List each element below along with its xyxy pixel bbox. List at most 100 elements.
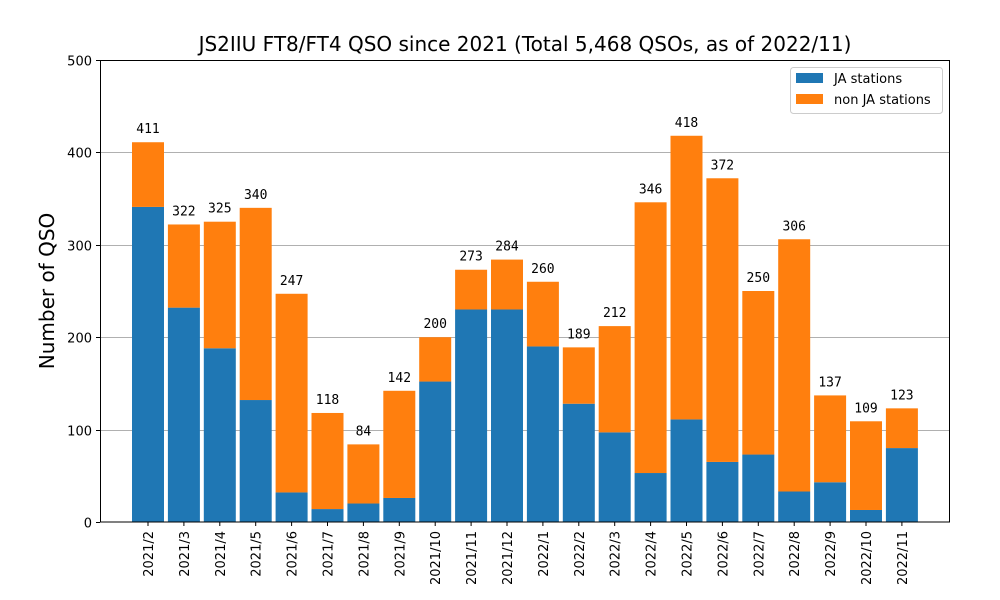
bar-total-label: 418	[675, 116, 698, 131]
legend-swatch-ja	[796, 73, 823, 83]
bar-non-ja	[634, 202, 667, 474]
legend: JA stations non JA stations	[790, 67, 943, 114]
x-tick-label: 2022/7	[752, 531, 767, 577]
bar-ja	[885, 448, 918, 522]
chart-title: JS2IIU FT8/FT4 QSO since 2021 (Total 5,4…	[197, 32, 852, 56]
bar-total-label: 306	[782, 219, 805, 234]
bar-ja	[850, 509, 882, 522]
bar-total-label: 84	[356, 424, 372, 439]
bar-ja	[634, 473, 667, 522]
y-tick-label: 400	[67, 147, 92, 162]
plot-frame	[100, 60, 950, 523]
bar-non-ja	[742, 291, 775, 455]
bar-ja	[239, 400, 272, 522]
bar-total-label: 372	[711, 158, 734, 173]
bar-total-label: 247	[280, 274, 303, 289]
x-tick-label: 2021/6	[286, 531, 301, 577]
bar-total-label: 260	[531, 262, 554, 277]
x-tick-label: 2021/8	[357, 531, 372, 577]
bar-ja	[455, 309, 488, 522]
x-tick-label: 2021/10	[429, 531, 444, 585]
bar-non-ja	[850, 421, 882, 510]
bar-ja	[383, 497, 416, 522]
y-tick-label: 0	[84, 517, 92, 532]
y-ticks: 0 100 200 300 400 500	[67, 55, 100, 532]
bar-ja	[598, 432, 631, 522]
bar-ja	[706, 461, 739, 522]
y-tick-label: 500	[67, 55, 92, 70]
bar-total-label: 118	[316, 393, 339, 408]
bar-total-label: 284	[495, 240, 519, 255]
x-tick-label: 2021/7	[322, 531, 337, 577]
legend-label-non-ja: non JA stations	[834, 93, 931, 108]
bar-non-ja	[275, 293, 308, 493]
bar-non-ja	[455, 269, 488, 310]
bar-ja	[491, 309, 523, 522]
bar-ja	[167, 307, 200, 522]
bar-total-label: 142	[388, 371, 411, 386]
x-tick-label: 2021/12	[501, 531, 516, 585]
x-tick-label: 2022/11	[896, 531, 911, 585]
x-ticks: 2021/2 2021/3 2021/4 2021/5 2021/6 2021/7 2021…	[142, 522, 911, 585]
legend-label-ja: JA stations	[833, 72, 902, 87]
x-tick-label: 2022/2	[573, 531, 588, 577]
bar-total-label: 250	[747, 271, 770, 286]
bar-total-label: 123	[890, 388, 913, 403]
legend-box	[790, 67, 943, 114]
bar-non-ja	[311, 412, 344, 510]
bar-total-label: 189	[567, 327, 590, 342]
bar-non-ja	[885, 408, 918, 449]
x-tick-label: 2022/4	[645, 531, 660, 577]
x-tick-label: 2022/1	[537, 531, 552, 577]
bar-ja	[526, 346, 559, 522]
x-tick-label: 2021/11	[465, 531, 480, 585]
x-tick-label: 2021/9	[393, 531, 408, 577]
bars	[132, 135, 918, 522]
bar-non-ja	[706, 178, 739, 462]
bar-total-label: 109	[854, 401, 877, 416]
bar-total-label: 411	[136, 122, 159, 137]
bar-non-ja	[383, 390, 416, 498]
bar-ja	[132, 206, 164, 522]
bar-non-ja	[167, 224, 200, 308]
bar-non-ja	[670, 135, 703, 420]
x-tick-label: 2021/2	[142, 531, 157, 577]
bar-total-label: 212	[603, 306, 626, 321]
x-tick-label: 2021/3	[178, 531, 193, 577]
x-tick-label: 2022/10	[860, 531, 875, 585]
bar-non-ja	[491, 259, 523, 310]
bar-non-ja	[239, 207, 272, 401]
bar-ja	[419, 381, 452, 522]
bar-non-ja	[203, 221, 236, 349]
x-tick-label: 2022/6	[716, 531, 731, 577]
bar-total-label: 325	[208, 202, 231, 217]
y-tick-label: 200	[67, 332, 92, 347]
bar-non-ja	[598, 326, 631, 433]
bar-total-label: 200	[423, 317, 446, 332]
bar-total-label: 346	[639, 182, 662, 197]
bar-non-ja	[526, 281, 559, 347]
bar-total-label: 322	[172, 204, 195, 219]
x-tick-label: 2022/8	[788, 531, 803, 577]
bar-total-label: 273	[459, 250, 482, 265]
bar-ja	[814, 482, 847, 522]
x-tick-label: 2022/5	[681, 531, 696, 577]
data-labels: 411 322 325 340 247 118 84 142 200 273 284 260 189 21…	[136, 116, 913, 440]
bar-non-ja	[419, 337, 452, 382]
x-tick-label: 2022/9	[824, 531, 839, 577]
bar-total-label: 340	[244, 188, 267, 203]
y-axis-label: Number of QSO	[35, 213, 59, 370]
bar-ja	[203, 348, 236, 522]
bar-ja	[275, 492, 308, 522]
bar-ja	[670, 419, 703, 522]
bar-ja	[311, 509, 344, 522]
legend-swatch-non-ja	[796, 94, 823, 104]
x-tick-label: 2021/4	[214, 531, 229, 577]
bar-ja	[742, 454, 775, 522]
y-tick-label: 100	[67, 425, 92, 440]
bar-ja	[562, 403, 595, 522]
y-tick-label: 300	[67, 240, 92, 255]
bar-ja	[778, 491, 811, 522]
x-tick-label: 2021/5	[250, 531, 265, 577]
